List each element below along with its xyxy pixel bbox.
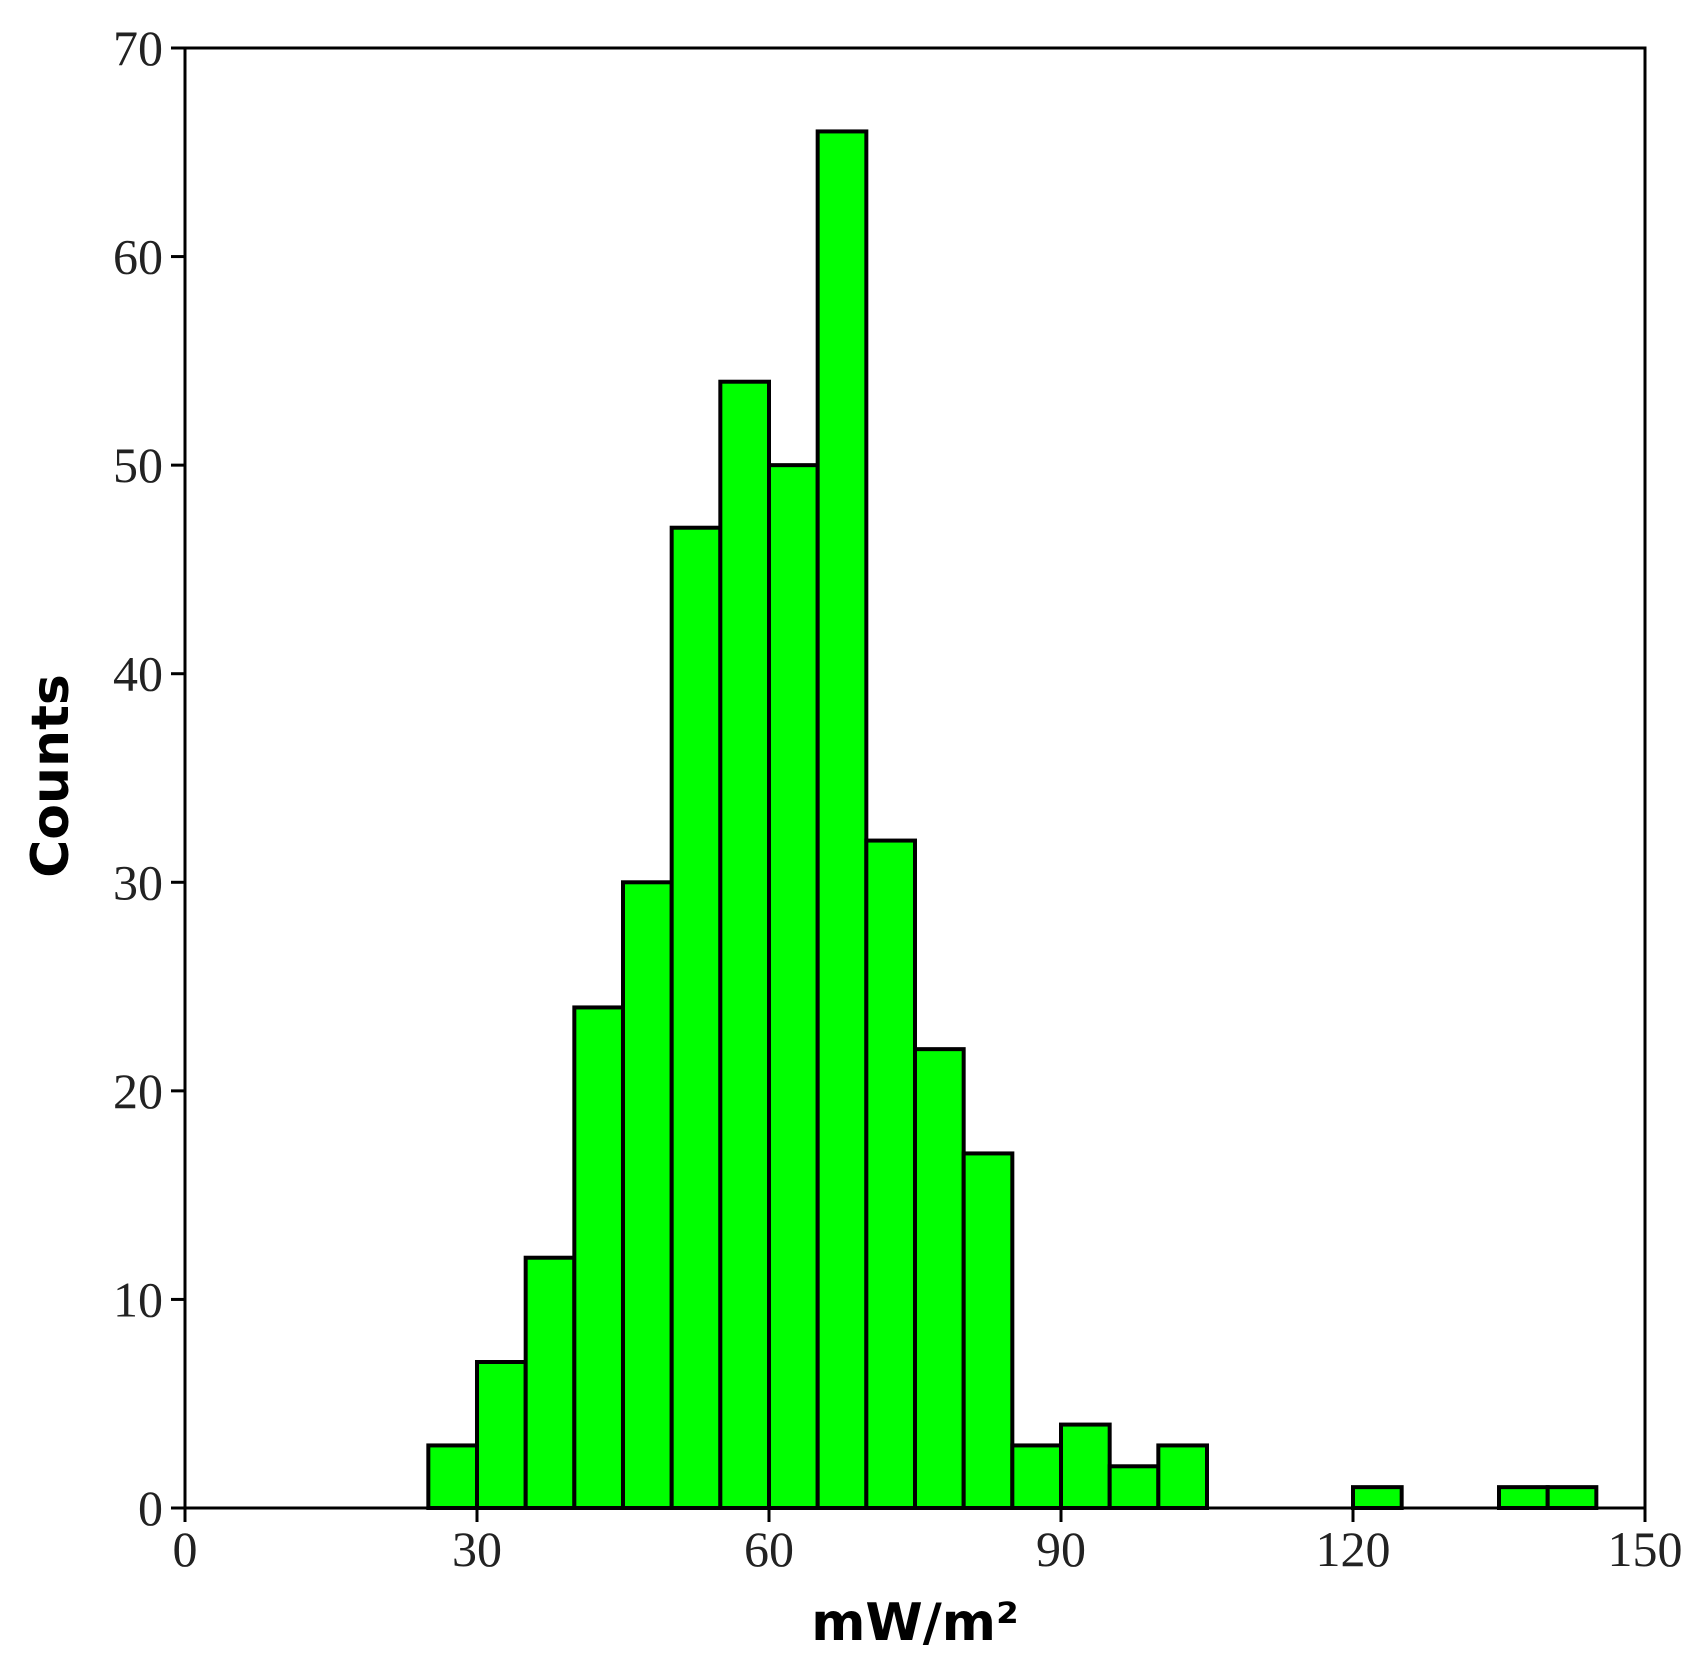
bar xyxy=(1545,1485,1599,1510)
bar xyxy=(1156,1443,1210,1511)
x-axis-label: mW/m² xyxy=(811,1593,1019,1653)
y-tick-label: 20 xyxy=(113,1063,163,1119)
plot-frame xyxy=(183,46,1647,1510)
y-tick-label: 40 xyxy=(113,646,163,702)
y-tick-label: 30 xyxy=(113,854,163,910)
bar xyxy=(718,379,771,1511)
bar xyxy=(1351,1485,1404,1510)
bar xyxy=(621,880,674,1510)
x-tick-label: 30 xyxy=(452,1521,502,1577)
bar xyxy=(864,838,917,1510)
bar xyxy=(961,1151,1015,1511)
bar xyxy=(1497,1485,1550,1510)
bar xyxy=(767,463,820,1511)
y-tick-label: 10 xyxy=(113,1271,163,1327)
bar xyxy=(815,129,869,1510)
y-tick-label: 60 xyxy=(113,229,163,285)
bar xyxy=(572,1005,625,1511)
bar xyxy=(669,525,723,1510)
bar xyxy=(1010,1443,1063,1511)
x-tick-label: 0 xyxy=(173,1521,198,1577)
x-tick-label: 60 xyxy=(744,1521,794,1577)
x-tick-label: 150 xyxy=(1608,1521,1683,1577)
x-tick-label: 90 xyxy=(1036,1521,1086,1577)
bar xyxy=(1059,1422,1112,1510)
bar xyxy=(426,1443,480,1511)
y-tick-label: 50 xyxy=(113,437,163,493)
bar xyxy=(475,1360,528,1510)
x-tick-label: 120 xyxy=(1316,1521,1391,1577)
bar xyxy=(523,1255,577,1510)
y-tick-label: 0 xyxy=(138,1480,163,1536)
bar xyxy=(913,1047,966,1510)
y-tick-label: 70 xyxy=(113,20,163,76)
y-axis-label: Counts xyxy=(21,674,81,878)
bar xyxy=(1107,1464,1161,1511)
